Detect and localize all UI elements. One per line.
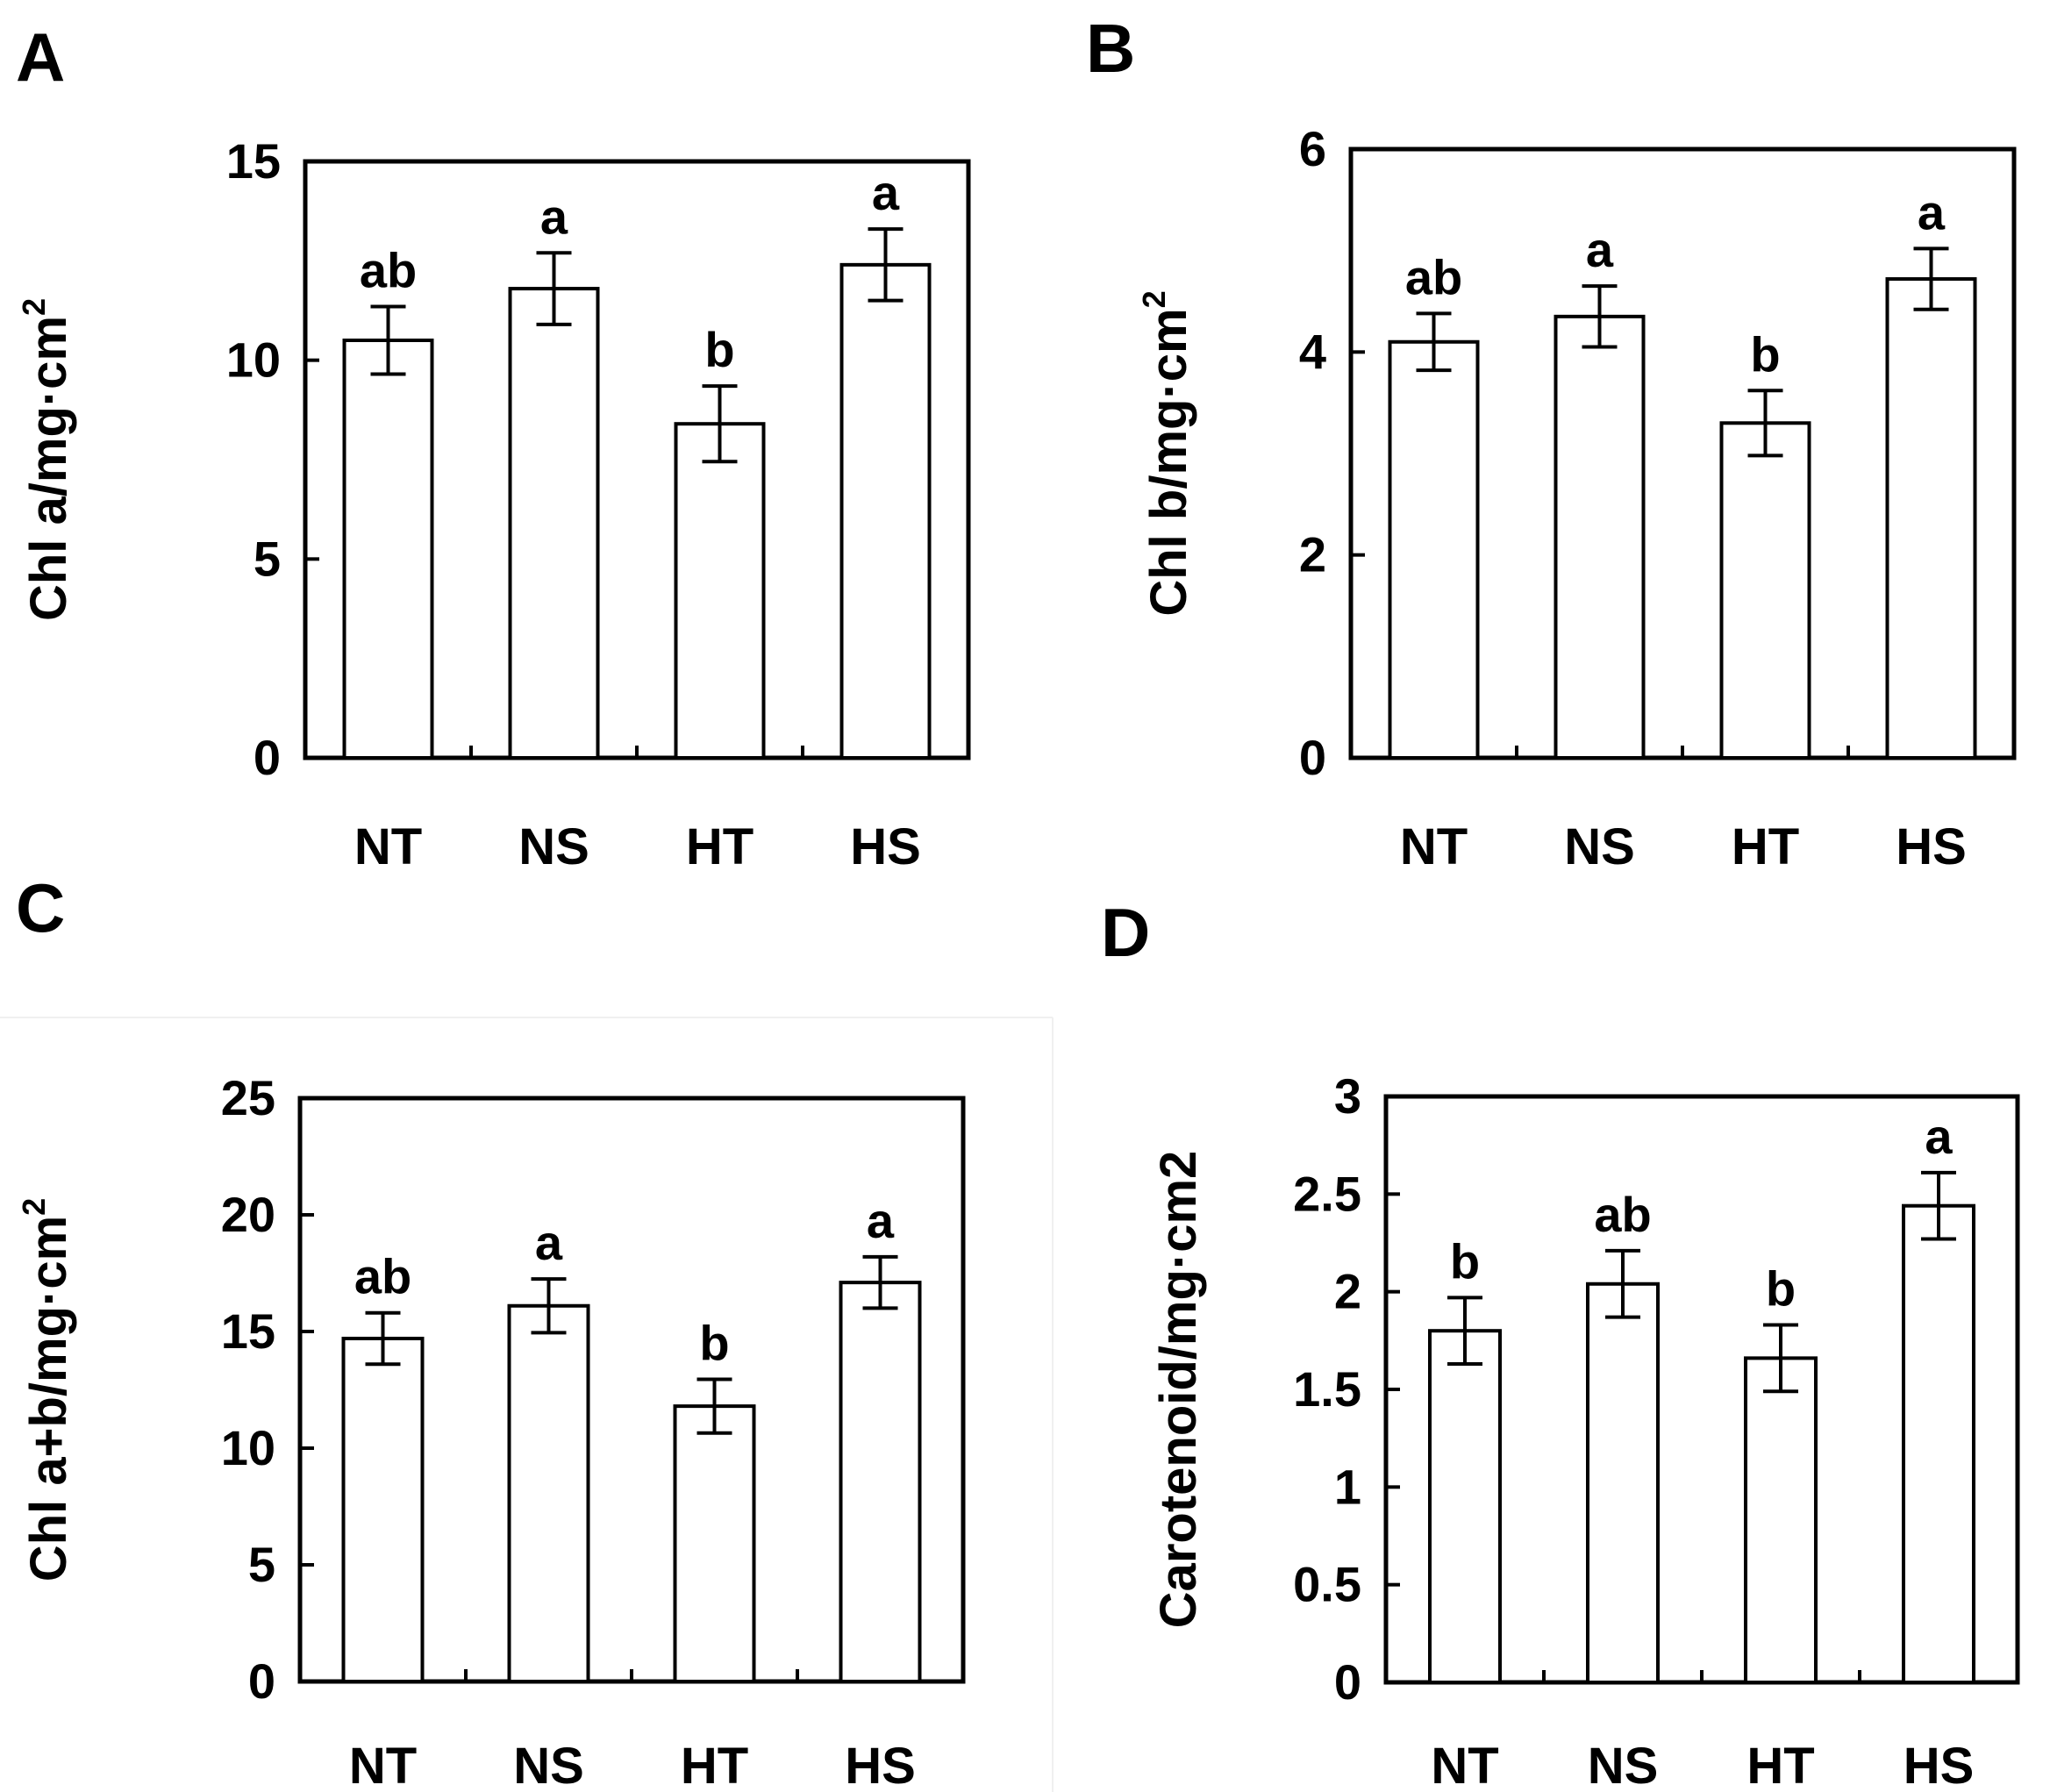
category-label: NS [1588,1738,1659,1792]
bar-ns [1586,1282,1660,1684]
y-axis-title: Chl a/mg·cm2 [16,298,77,621]
panel-letter: D [1101,894,1150,971]
bar-nt [1388,339,1480,760]
significance-label: a [1925,1109,1953,1164]
category-label: NT [354,818,422,875]
significance-label: b [704,322,734,377]
bar-ns [508,287,600,760]
bar-ns [1554,314,1646,760]
significance-label: a [1586,222,1614,277]
y-axis-title-text: Carotenoid/mg·cm2 [1150,1151,1207,1629]
y-axis-title-superscript: 2 [16,298,52,316]
panel-c: C 0 5 10 15 20 25 ab NT a NS b HT a HS Chl a+b/mg·cm2 [16,869,966,1792]
bar-nt [1428,1329,1502,1684]
y-tick-label: 10 [221,1420,275,1475]
bar-nt [341,1336,425,1683]
y-tick-label: 5 [254,531,281,586]
y-tick-label: 25 [221,1070,275,1125]
y-axis-title-superscript: 2 [16,1198,52,1216]
bar-hs [839,1281,922,1683]
significance-label: b [1450,1233,1480,1289]
category-label: NS [518,818,589,875]
y-tick-label: 0 [248,1653,275,1709]
category-label: NT [1431,1738,1498,1792]
y-axis-title-text: Chl a+b/mg·cm [20,1216,77,1581]
significance-label: b [1766,1261,1796,1317]
bar-nt [342,339,434,760]
panel-letter: B [1086,10,1135,87]
y-tick-label: 10 [226,332,281,388]
y-axis-title-superscript: 2 [1136,290,1172,308]
bar-ht [1744,1356,1818,1684]
category-label: NT [1400,818,1468,875]
y-axis-title-text: Chl a/mg·cm [20,316,77,621]
category-label: HT [1732,818,1799,875]
bar-hs [1902,1203,1975,1684]
significance-label: ab [354,1249,411,1304]
category-label: NS [513,1738,584,1792]
category-label: NS [1564,818,1635,875]
panel-letter: A [16,18,65,96]
significance-label: ab [1594,1187,1651,1242]
y-tick-label: 15 [221,1303,275,1359]
category-label: HS [845,1738,916,1792]
significance-label: a [1918,184,1946,239]
y-tick-label: 20 [221,1187,275,1242]
y-tick-label: 0 [1334,1654,1361,1710]
y-axis-title: Chl a+b/mg·cm2 [16,1198,77,1581]
significance-label: a [867,1193,895,1248]
y-tick-label: 2 [1299,527,1326,582]
panel-a: A 0 5 10 15 ab NT a NS b HT a HS Chl a/mg·cm2 [16,18,971,875]
category-label: HS [1904,1738,1975,1792]
y-tick-label: 3 [1334,1068,1361,1124]
category-label: HT [686,818,754,875]
significance-label: ab [360,242,417,297]
category-label: NT [349,1738,417,1792]
y-tick-label: 1.5 [1293,1361,1361,1417]
y-tick-label: 2 [1334,1264,1361,1319]
y-tick-label: 0 [254,730,281,785]
panel-letter: C [16,869,65,946]
bar-ht [674,422,766,760]
y-tick-label: 5 [248,1537,275,1592]
category-label: HS [850,818,921,875]
bar-ht [673,1404,756,1683]
bar-hs [839,262,932,760]
significance-label: ab [1405,249,1462,304]
y-tick-label: 0 [1299,730,1326,785]
category-label: HT [681,1738,748,1792]
bar-ns [507,1303,590,1683]
significance-label: a [540,189,568,244]
y-tick-label: 2.5 [1293,1166,1361,1221]
y-axis-title-text: Chl b/mg·cm [1140,308,1197,616]
y-tick-label: 0.5 [1293,1557,1361,1612]
y-tick-label: 6 [1299,121,1326,176]
category-label: HS [1896,818,1967,875]
panel-d: D 0 0.5 1 1.5 2 2.5 3 b NT ab NS b HT a HS Carotenoid/mg… [1101,894,2020,1792]
bar-ht [1719,421,1811,760]
y-tick-label: 4 [1299,324,1326,379]
y-axis-title: Chl b/mg·cm2 [1136,290,1197,616]
y-tick-label: 1 [1334,1459,1361,1514]
significance-label: b [1750,326,1780,382]
significance-label: b [699,1316,729,1371]
y-tick-label: 15 [226,133,281,189]
significance-label: a [872,165,900,220]
category-label: HT [1746,1738,1814,1792]
bar-hs [1885,277,1977,760]
significance-label: a [535,1215,563,1270]
y-axis-title: Carotenoid/mg·cm2 [1150,1151,1207,1629]
